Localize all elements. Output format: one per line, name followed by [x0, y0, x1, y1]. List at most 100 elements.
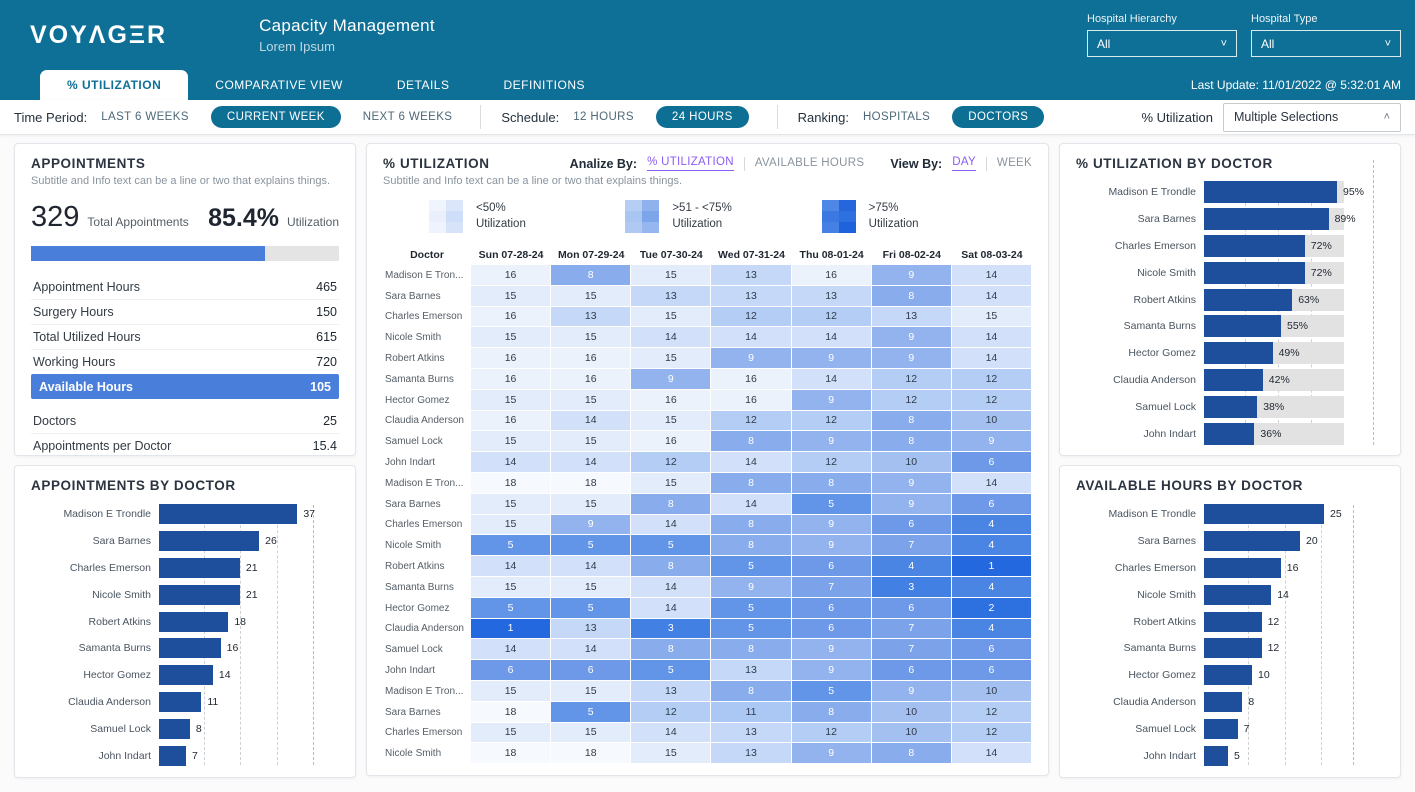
heatmap-cell[interactable]: 15	[551, 493, 632, 515]
option-12-hours[interactable]: 12 HOURS	[573, 111, 634, 123]
heatmap-cell[interactable]: 8	[871, 410, 952, 432]
heatmap-cell[interactable]: 5	[791, 680, 872, 702]
heatmap-cell[interactable]: 5	[471, 597, 552, 619]
heatmap-cell[interactable]: 6	[951, 660, 1032, 681]
heatmap-cell[interactable]: 14	[951, 265, 1032, 286]
heatmap-cell[interactable]: 16	[471, 368, 552, 390]
heatmap-cell[interactable]: 8	[871, 285, 952, 307]
heatmap-cell[interactable]: 7	[791, 576, 872, 598]
heatmap-cell[interactable]: 16	[711, 368, 792, 390]
heatmap-cell[interactable]: 6	[951, 639, 1032, 661]
heatmap-cell[interactable]: 12	[711, 410, 792, 432]
heatmap-cell[interactable]: 4	[951, 535, 1032, 557]
heatmap-cell[interactable]: 4	[951, 514, 1032, 536]
heatmap-cell[interactable]: 1	[951, 556, 1032, 577]
heatmap-cell[interactable]: 7	[871, 618, 952, 640]
heatmap-cell[interactable]: 9	[791, 639, 872, 661]
tab-definitions[interactable]: DEFINITIONS	[503, 78, 585, 92]
heatmap-cell[interactable]: 9	[871, 327, 952, 349]
heatmap-cell[interactable]: 6	[951, 452, 1032, 473]
heatmap-cell[interactable]: 12	[951, 701, 1032, 723]
heatmap-cell[interactable]: 13	[631, 285, 712, 307]
option-next-6-weeks[interactable]: NEXT 6 WEEKS	[362, 111, 453, 123]
bar-samuel-lock[interactable]	[159, 718, 190, 739]
heatmap-cell[interactable]: 9	[871, 472, 952, 494]
heatmap-cell[interactable]: 9	[711, 576, 792, 598]
heatmap-cell[interactable]: 15	[551, 576, 632, 598]
heatmap-cell[interactable]: 1	[471, 618, 552, 640]
heatmap-cell[interactable]: 14	[951, 743, 1032, 765]
heatmap-cell[interactable]: 10	[951, 680, 1032, 702]
heatmap-cell[interactable]: 15	[471, 327, 552, 349]
heatmap-cell[interactable]: 6	[551, 660, 632, 681]
heatmap-cell[interactable]: 14	[551, 639, 632, 661]
heatmap-cell[interactable]: 16	[551, 348, 632, 369]
heatmap-cell[interactable]: 9	[871, 680, 952, 702]
heatmap-cell[interactable]: 13	[711, 285, 792, 307]
heatmap-cell[interactable]: 6	[471, 660, 552, 681]
heatmap-cell[interactable]: 16	[471, 348, 552, 369]
heatmap-cell[interactable]: 10	[951, 410, 1032, 432]
heatmap-cell[interactable]: 4	[951, 576, 1032, 598]
stat-row-appointments-per-doctor[interactable]: Appointments per Doctor 15.4	[31, 433, 339, 458]
heatmap-cell[interactable]: 14	[791, 327, 872, 349]
bar-madison-e-trondle[interactable]	[1204, 181, 1337, 204]
heatmap-cell[interactable]: 10	[871, 701, 952, 723]
heatmap-cell[interactable]: 8	[791, 701, 872, 723]
bar-john-indart[interactable]	[1204, 422, 1255, 445]
heatmap-cell[interactable]: 11	[711, 701, 792, 723]
bar-robert-atkins[interactable]	[1204, 611, 1262, 632]
heatmap-cell[interactable]: 15	[551, 722, 632, 744]
heatmap-cell[interactable]: 13	[711, 265, 792, 286]
heatmap-cell[interactable]: 9	[871, 493, 952, 515]
heatmap-cell[interactable]: 15	[551, 680, 632, 702]
heatmap-cell[interactable]: 5	[711, 556, 792, 577]
heatmap-cell[interactable]: 14	[951, 327, 1032, 349]
heatmap-cell[interactable]: 15	[631, 265, 712, 286]
bar-nicole-smith[interactable]	[1204, 261, 1305, 284]
heatmap-cell[interactable]: 9	[791, 535, 872, 557]
heatmap-cell[interactable]: 8	[631, 639, 712, 661]
heatmap-cell[interactable]: 14	[631, 722, 712, 744]
hospital-type-select[interactable]: All ˅	[1251, 30, 1401, 57]
heatmap-cell[interactable]: 4	[871, 556, 952, 577]
heatmap-cell[interactable]: 16	[471, 265, 552, 286]
heatmap-cell[interactable]: 15	[471, 514, 552, 536]
option-doctors[interactable]: DOCTORS	[952, 106, 1045, 128]
heatmap-cell[interactable]: 15	[471, 493, 552, 515]
heatmap-cell[interactable]: 5	[631, 535, 712, 557]
heatmap-cell[interactable]: 8	[711, 431, 792, 453]
bar-hector-gomez[interactable]	[1204, 665, 1252, 686]
heatmap-cell[interactable]: 5	[711, 618, 792, 640]
heatmap-cell[interactable]: 18	[471, 743, 552, 765]
heatmap-cell[interactable]: 18	[471, 701, 552, 723]
heatmap-cell[interactable]: 12	[951, 368, 1032, 390]
heatmap-cell[interactable]: 13	[551, 306, 632, 328]
tab-details[interactable]: DETAILS	[396, 78, 450, 92]
heatmap-cell[interactable]: 6	[791, 556, 872, 577]
heatmap-cell[interactable]: 14	[471, 452, 552, 473]
heatmap-cell[interactable]: 3	[871, 576, 952, 598]
heatmap-cell[interactable]: 13	[871, 306, 952, 328]
stat-row-appointment-hours[interactable]: Appointment Hours 465	[31, 274, 339, 299]
option-24-hours[interactable]: 24 HOURS	[655, 106, 749, 128]
heatmap-cell[interactable]: 12	[791, 722, 872, 744]
heatmap-cell[interactable]: 5	[631, 660, 712, 681]
tab-utilization[interactable]: % UTILIZATION	[40, 70, 189, 100]
heatmap-cell[interactable]: 9	[791, 514, 872, 536]
hospital-hierarchy-select[interactable]: All ˅	[1087, 30, 1237, 57]
analyze-option-available-hours[interactable]: AVAILABLE HOURS	[754, 156, 865, 169]
heatmap-cell[interactable]: 15	[551, 327, 632, 349]
bar-charles-emerson[interactable]	[1204, 234, 1305, 257]
heatmap-cell[interactable]: 6	[791, 618, 872, 640]
heatmap-cell[interactable]: 16	[791, 265, 872, 286]
heatmap-cell[interactable]: 9	[631, 368, 712, 390]
heatmap-cell[interactable]: 12	[631, 701, 712, 723]
heatmap-cell[interactable]: 16	[471, 306, 552, 328]
heatmap-cell[interactable]: 5	[471, 535, 552, 557]
bar-charles-emerson[interactable]	[1204, 557, 1281, 578]
heatmap-cell[interactable]: 6	[871, 660, 952, 681]
bar-sara-barnes[interactable]	[159, 531, 260, 552]
heatmap-cell[interactable]: 14	[471, 639, 552, 661]
heatmap-cell[interactable]: 7	[871, 535, 952, 557]
